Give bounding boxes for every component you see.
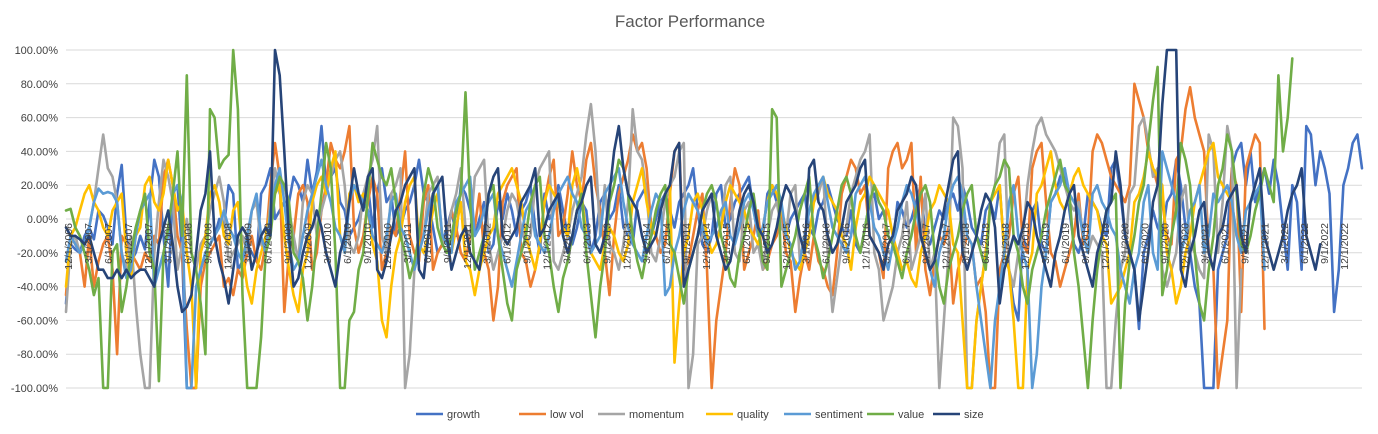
x-tick-label: 9/1/2009 [282,223,294,264]
series-line-quality [64,141,1238,390]
x-tick-label: 6/1/2009 [262,223,274,264]
x-tick-label: 6/1/2018 [980,223,992,264]
legend[interactable]: growth low vol momentum quality sentiment val… [416,409,984,421]
y-tick-label: -80.00% [17,349,58,361]
x-tick-label: 6/1/2019 [1060,223,1072,264]
y-tick-label: 0.00% [27,214,58,226]
x-tick-label: 12/1/2017 [940,223,952,270]
x-tick-label: 9/1/2015 [761,223,773,264]
x-tick-label: 3/1/2015 [721,223,733,264]
y-tick-label: -20.00% [17,248,58,260]
legend-label: quality [737,409,769,421]
y-tick-label: -60.00% [17,315,58,327]
legend-item-size[interactable]: size [933,409,984,421]
x-tick-label: 3/1/2018 [960,223,972,264]
legend-label: low vol [550,409,584,421]
x-tick-label: 6/1/2017 [900,223,912,264]
x-tick-label: 9/1/2013 [601,223,613,264]
x-tick-label: 12/1/2014 [701,223,713,270]
legend-label: size [964,409,984,421]
x-tick-label: 6/1/2014 [661,223,673,264]
x-tick-label: 3/1/2013 [562,223,574,264]
x-tick-label: 3/1/2008 [163,223,175,264]
x-tick-label: 9/1/2011 [442,223,454,263]
x-tick-label: 9/1/2007 [123,223,135,264]
x-tick-label: 3/1/2019 [1040,223,1052,264]
x-tick-label: 9/1/2017 [920,223,932,264]
x-tick-label: 9/1/2016 [841,223,853,264]
y-axis-tick-labels: 100.00% 80.00% 60.00% 40.00% 20.00% 0.00% -20.… [11,45,58,395]
x-tick-label: 3/1/2010 [322,223,334,264]
x-tick-label: 9/1/2020 [1160,223,1172,264]
x-tick-label: 12/1/2022 [1339,223,1351,270]
y-tick-label: 60.00% [21,113,59,125]
x-tick-label: 12/1/2019 [1100,223,1112,270]
y-tick-label: -40.00% [17,282,58,294]
chart-title: Factor Performance [615,12,765,31]
legend-item-low-vol[interactable]: low vol [519,409,584,421]
x-tick-label: 6/1/2015 [741,223,753,264]
legend-item-growth[interactable]: growth [416,409,480,421]
x-tick-label: 6/1/2013 [581,223,593,264]
x-tick-label: 12/1/2007 [143,223,155,270]
x-tick-label: 3/1/2007 [83,223,95,264]
x-tick-label: 12/1/2012 [542,223,554,270]
x-tick-label: 9/1/2008 [203,223,215,264]
x-tick-label: 12/1/2008 [223,223,235,270]
y-tick-label: 100.00% [15,45,59,57]
x-tick-label: 3/1/2014 [641,223,653,264]
y-tick-label: 40.00% [21,146,59,158]
x-tick-label: 3/1/2012 [482,223,494,264]
x-tick-label: 9/1/2010 [362,223,374,264]
x-tick-label: 12/1/2021 [1259,223,1271,270]
x-tick-label: 12/1/2006 [63,223,75,270]
legend-item-sentiment[interactable]: sentiment [784,409,863,421]
x-tick-label: 12/1/2011 [462,223,474,269]
x-tick-label: 3/1/2020 [1120,223,1132,264]
x-tick-label: 6/1/2011 [422,223,434,263]
x-tick-label: 3/1/2016 [801,223,813,264]
x-tick-label: 12/1/2013 [621,223,633,270]
x-tick-label: 6/1/2010 [342,223,354,264]
series-lines [64,48,1364,390]
x-tick-label: 6/1/2022 [1299,223,1311,264]
x-tick-label: 6/1/2008 [183,223,195,264]
legend-item-quality[interactable]: quality [706,409,769,421]
x-tick-label: 12/1/2020 [1180,223,1192,270]
x-tick-label: 3/1/2022 [1279,223,1291,264]
x-tick-label: 6/1/2007 [103,223,115,264]
x-tick-label: 6/1/2012 [502,223,514,264]
series-line-size [64,48,1322,322]
x-tick-label: 3/1/2009 [242,223,254,264]
x-tick-label: 12/1/2009 [302,223,314,270]
x-tick-label: 12/1/2016 [861,223,873,270]
x-tick-label: 12/1/2015 [781,223,793,270]
x-tick-label: 3/1/2011 [402,223,414,263]
x-tick-label: 12/1/2018 [1020,223,1032,270]
x-tick-label: 3/1/2021 [1200,223,1212,264]
legend-item-value[interactable]: value [867,409,924,421]
legend-label: sentiment [815,409,863,421]
x-tick-label: 9/1/2012 [522,223,534,264]
x-tick-label: 6/1/2020 [1140,223,1152,264]
y-tick-label: -100.00% [11,383,58,395]
legend-item-momentum[interactable]: momentum [598,409,684,421]
x-tick-label: 9/1/2019 [1080,223,1092,264]
legend-label: momentum [629,409,684,421]
x-axis-tick-labels: 12/1/2006 3/1/2007 6/1/2007 9/1/2007 12/1/20… [63,223,1351,270]
x-tick-label: 9/1/2022 [1319,223,1331,264]
x-tick-label: 6/1/2016 [821,223,833,264]
legend-label: value [898,409,924,421]
x-tick-label: 9/1/2018 [1000,223,1012,264]
x-tick-label: 12/1/2010 [382,223,394,270]
x-tick-label: 3/1/2017 [881,223,893,264]
y-tick-label: 20.00% [21,180,59,192]
y-tick-label: 80.00% [21,79,59,91]
legend-label: growth [447,409,480,421]
x-tick-label: 9/1/2021 [1239,223,1251,264]
x-tick-label: 6/1/2021 [1219,223,1231,264]
x-tick-label: 9/1/2014 [681,223,693,264]
